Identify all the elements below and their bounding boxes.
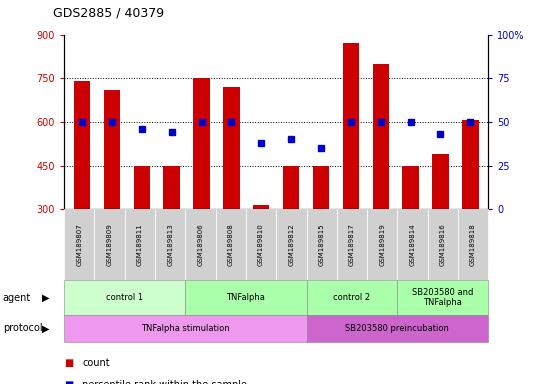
Text: SB203580 and
TNFalpha: SB203580 and TNFalpha	[412, 288, 474, 307]
Bar	[373, 64, 389, 209]
Text: GSM189806: GSM189806	[198, 223, 204, 266]
Bar	[283, 166, 299, 209]
Text: ▶: ▶	[42, 293, 50, 303]
Bar	[104, 90, 120, 209]
Text: GSM189814: GSM189814	[410, 223, 416, 266]
Bar	[133, 166, 150, 209]
Bar	[223, 87, 239, 209]
Text: control 1: control 1	[106, 293, 143, 302]
Text: TNFalpha: TNFalpha	[227, 293, 266, 302]
Text: GSM189811: GSM189811	[137, 223, 143, 266]
Bar	[193, 78, 210, 209]
Text: protocol: protocol	[3, 323, 42, 333]
Text: ■: ■	[64, 358, 74, 368]
Bar	[74, 81, 90, 209]
Text: SB203580 preincubation: SB203580 preincubation	[345, 324, 449, 333]
Bar	[253, 205, 270, 209]
Text: GSM189818: GSM189818	[470, 223, 476, 266]
Text: ■: ■	[64, 380, 74, 384]
Bar	[432, 154, 449, 209]
Text: control 2: control 2	[333, 293, 371, 302]
Text: TNFalpha stimulation: TNFalpha stimulation	[141, 324, 230, 333]
Text: GSM189807: GSM189807	[76, 223, 83, 266]
Text: ▶: ▶	[42, 323, 50, 333]
Text: GSM189819: GSM189819	[379, 223, 385, 266]
Text: GSM189809: GSM189809	[107, 223, 113, 266]
Text: percentile rank within the sample: percentile rank within the sample	[82, 380, 247, 384]
Bar	[343, 43, 359, 209]
Text: GSM189816: GSM189816	[440, 223, 446, 266]
Text: GDS2885 / 40379: GDS2885 / 40379	[53, 6, 164, 19]
Bar	[462, 121, 479, 209]
Text: agent: agent	[3, 293, 31, 303]
Text: GSM189817: GSM189817	[349, 223, 355, 266]
Text: GSM189810: GSM189810	[258, 223, 264, 266]
Bar	[402, 166, 419, 209]
Text: GSM189808: GSM189808	[228, 223, 234, 266]
Bar	[313, 166, 329, 209]
Text: count: count	[82, 358, 110, 368]
Text: GSM189813: GSM189813	[167, 223, 173, 266]
Bar	[163, 166, 180, 209]
Text: GSM189815: GSM189815	[319, 223, 325, 266]
Text: GSM189812: GSM189812	[288, 223, 295, 266]
